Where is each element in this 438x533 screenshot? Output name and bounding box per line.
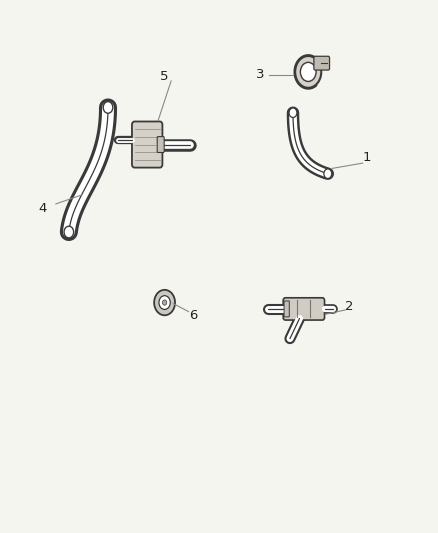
- Text: 6: 6: [189, 309, 197, 322]
- Text: 2: 2: [345, 300, 354, 313]
- FancyBboxPatch shape: [132, 122, 162, 167]
- Circle shape: [289, 108, 297, 117]
- Circle shape: [159, 296, 170, 310]
- Text: 5: 5: [160, 70, 169, 83]
- FancyBboxPatch shape: [314, 56, 329, 70]
- Circle shape: [324, 169, 332, 179]
- Circle shape: [162, 300, 167, 305]
- Text: 3: 3: [256, 68, 265, 81]
- Circle shape: [154, 290, 175, 316]
- Circle shape: [103, 102, 113, 114]
- Circle shape: [295, 56, 321, 88]
- Circle shape: [64, 226, 74, 238]
- Text: 4: 4: [39, 201, 47, 215]
- Circle shape: [300, 62, 316, 82]
- FancyBboxPatch shape: [283, 298, 325, 320]
- Text: 1: 1: [363, 151, 371, 164]
- FancyBboxPatch shape: [284, 301, 289, 317]
- FancyBboxPatch shape: [157, 136, 164, 152]
